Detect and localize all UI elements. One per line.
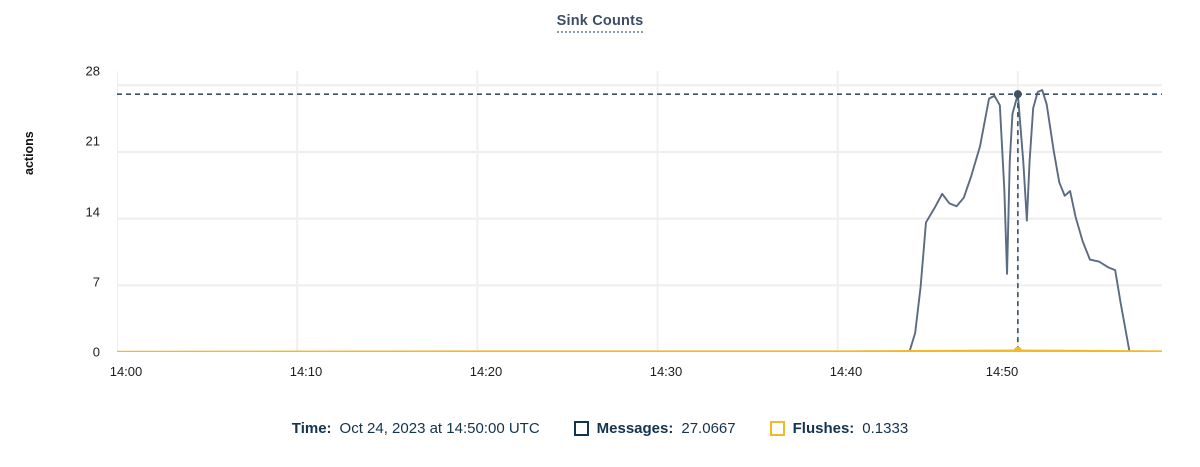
- y-axis-tick-labels: 0 7 14 21 28: [48, 0, 100, 467]
- x-tick-1410: 14:10: [289, 364, 323, 379]
- chart-legend-footer: Time: Oct 24, 2023 at 14:50:00 UTC Messa…: [0, 420, 1200, 437]
- y-tick-7: 7: [92, 274, 100, 290]
- vertical-gridlines: [117, 71, 1019, 352]
- flushes-swatch-icon: [769, 421, 785, 436]
- x-tick-1450: 14:50: [985, 364, 1019, 379]
- legend-item-flushes[interactable]: Flushes: 0.1333: [769, 420, 909, 437]
- x-tick-1440: 14:40: [829, 364, 863, 379]
- legend-item-messages[interactable]: Messages: 27.0667: [573, 420, 736, 437]
- chart-svg: [117, 71, 1162, 352]
- y-tick-28: 28: [85, 63, 100, 79]
- y-tick-21: 21: [85, 133, 100, 149]
- y-tick-14: 14: [85, 204, 100, 219]
- series-lines: [117, 89, 1162, 352]
- time-label: Time:: [291, 420, 332, 437]
- crosshair-markers: [1013, 90, 1022, 352]
- flushes-value: 0.1333: [862, 420, 909, 437]
- messages-swatch-icon: [573, 421, 589, 436]
- horizontal-gridlines: [117, 84, 1162, 352]
- y-tick-0: 0: [92, 344, 100, 360]
- x-tick-1400: 14:00: [109, 364, 143, 379]
- legend-item-time: Time: Oct 24, 2023 at 14:50:00 UTC: [292, 420, 540, 437]
- x-tick-1430: 14:30: [649, 364, 683, 379]
- crosshair-lines: [117, 93, 1162, 352]
- messages-label: Messages:: [596, 420, 674, 437]
- flushes-label: Flushes:: [792, 420, 855, 437]
- chart-title-container: Sink Counts: [0, 12, 1200, 33]
- page-title[interactable]: Sink Counts: [556, 13, 644, 33]
- time-value: Oct 24, 2023 at 14:50:00 UTC: [339, 420, 540, 437]
- chart-plot-area[interactable]: [117, 71, 1162, 352]
- messages-value: 27.0667: [681, 420, 736, 437]
- x-tick-1420: 14:20: [469, 364, 503, 379]
